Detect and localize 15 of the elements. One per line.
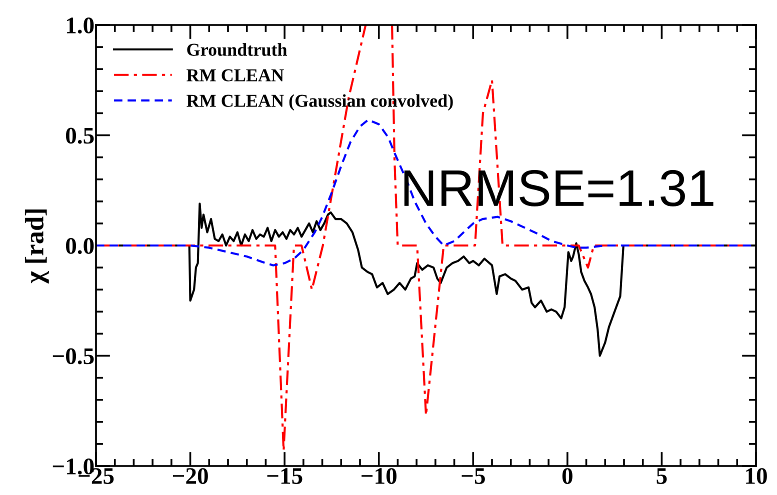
x-tick-label: 0: [562, 468, 572, 484]
y-tick-label: 1.0: [66, 17, 94, 34]
x-tick-label: −15: [267, 468, 302, 484]
y-tick-label: 0.5: [66, 128, 94, 144]
legend-label: Groundtruth: [187, 43, 288, 56]
x-tick-label: −10: [362, 468, 396, 484]
y-axis-title: χ [rad]: [24, 209, 49, 284]
legend-label: RM CLEAN: [186, 69, 284, 82]
y-tick-label: 0.0: [66, 238, 94, 254]
x-tick-label: −5: [462, 468, 485, 484]
legend-label: RM CLEAN (Gaussian convolved): [186, 94, 453, 111]
y-tick-label: −0.5: [52, 348, 94, 364]
x-tick-label: 5: [656, 468, 667, 484]
x-tick-label: 10: [746, 468, 767, 484]
x-tick-label: −20: [173, 468, 208, 484]
